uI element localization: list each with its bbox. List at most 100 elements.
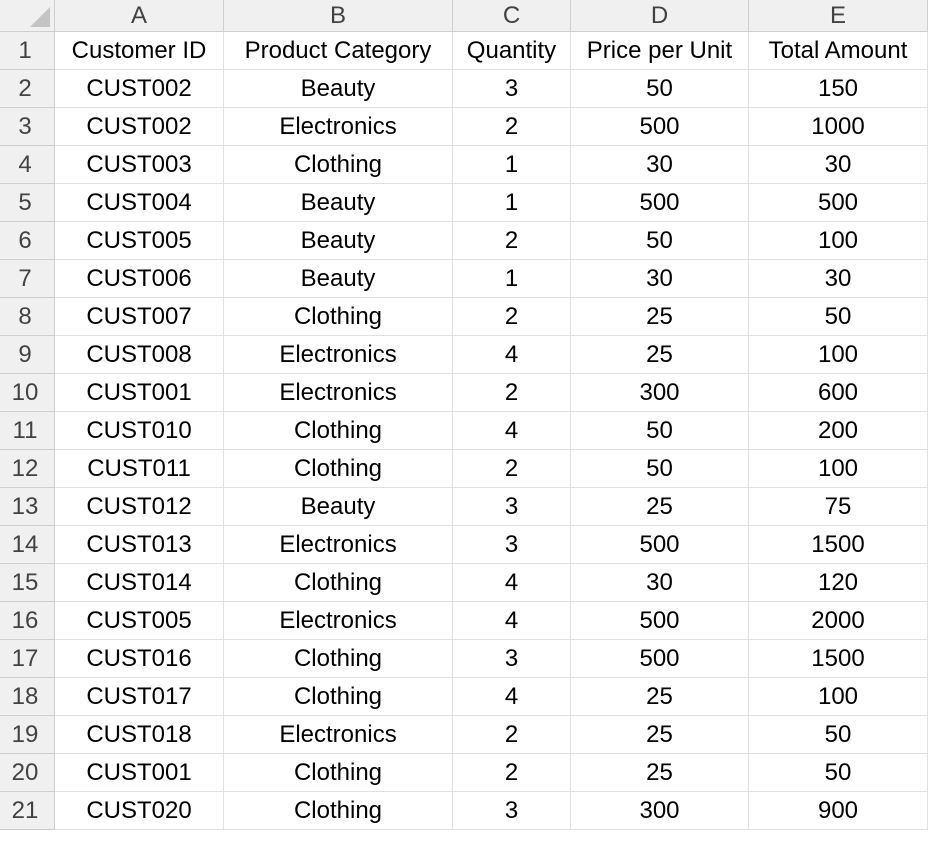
table-cell-a[interactable]: CUST005 xyxy=(55,222,224,260)
table-cell-b[interactable]: Beauty xyxy=(224,222,453,260)
row-header[interactable]: 15 xyxy=(0,564,55,602)
row-header[interactable]: 14 xyxy=(0,526,55,564)
header-cell-d[interactable]: Price per Unit xyxy=(571,32,749,70)
table-cell-d[interactable]: 300 xyxy=(571,374,749,412)
table-cell-b[interactable]: Clothing xyxy=(224,564,453,602)
row-header[interactable]: 8 xyxy=(0,298,55,336)
table-cell-c[interactable]: 2 xyxy=(453,450,571,488)
table-cell-e[interactable]: 30 xyxy=(749,260,928,298)
row-header[interactable]: 2 xyxy=(0,70,55,108)
table-cell-c[interactable]: 3 xyxy=(453,640,571,678)
table-cell-a[interactable]: CUST010 xyxy=(55,412,224,450)
table-cell-e[interactable]: 100 xyxy=(749,450,928,488)
table-cell-d[interactable]: 25 xyxy=(571,754,749,792)
table-cell-b[interactable]: Clothing xyxy=(224,412,453,450)
table-cell-e[interactable]: 30 xyxy=(749,146,928,184)
table-cell-c[interactable]: 4 xyxy=(453,564,571,602)
table-cell-b[interactable]: Clothing xyxy=(224,792,453,830)
table-cell-e[interactable]: 500 xyxy=(749,184,928,222)
table-cell-d[interactable]: 30 xyxy=(571,146,749,184)
table-cell-d[interactable]: 500 xyxy=(571,602,749,640)
table-cell-a[interactable]: CUST004 xyxy=(55,184,224,222)
table-cell-d[interactable]: 500 xyxy=(571,640,749,678)
table-cell-b[interactable]: Electronics xyxy=(224,602,453,640)
row-header[interactable]: 17 xyxy=(0,640,55,678)
table-cell-b[interactable]: Electronics xyxy=(224,716,453,754)
table-cell-b[interactable]: Clothing xyxy=(224,146,453,184)
table-cell-d[interactable]: 30 xyxy=(571,564,749,602)
table-cell-d[interactable]: 500 xyxy=(571,526,749,564)
table-cell-c[interactable]: 2 xyxy=(453,222,571,260)
row-header[interactable]: 13 xyxy=(0,488,55,526)
table-cell-d[interactable]: 50 xyxy=(571,450,749,488)
row-header[interactable]: 3 xyxy=(0,108,55,146)
table-cell-b[interactable]: Electronics xyxy=(224,108,453,146)
table-cell-c[interactable]: 1 xyxy=(453,184,571,222)
table-cell-b[interactable]: Beauty xyxy=(224,184,453,222)
header-cell-c[interactable]: Quantity xyxy=(453,32,571,70)
table-cell-a[interactable]: CUST012 xyxy=(55,488,224,526)
row-header[interactable]: 19 xyxy=(0,716,55,754)
table-cell-c[interactable]: 2 xyxy=(453,108,571,146)
table-cell-e[interactable]: 100 xyxy=(749,678,928,716)
table-cell-b[interactable]: Beauty xyxy=(224,70,453,108)
table-cell-b[interactable]: Electronics xyxy=(224,336,453,374)
table-cell-c[interactable]: 2 xyxy=(453,298,571,336)
table-cell-e[interactable]: 1000 xyxy=(749,108,928,146)
row-header[interactable]: 16 xyxy=(0,602,55,640)
table-cell-e[interactable]: 2000 xyxy=(749,602,928,640)
table-cell-c[interactable]: 1 xyxy=(453,146,571,184)
table-cell-b[interactable]: Clothing xyxy=(224,450,453,488)
column-header-e[interactable]: E xyxy=(749,0,928,32)
header-cell-a[interactable]: Customer ID xyxy=(55,32,224,70)
row-header[interactable]: 1 xyxy=(0,32,55,70)
table-cell-a[interactable]: CUST003 xyxy=(55,146,224,184)
table-cell-a[interactable]: CUST006 xyxy=(55,260,224,298)
header-cell-e[interactable]: Total Amount xyxy=(749,32,928,70)
table-cell-e[interactable]: 150 xyxy=(749,70,928,108)
table-cell-d[interactable]: 500 xyxy=(571,184,749,222)
table-cell-c[interactable]: 2 xyxy=(453,374,571,412)
table-cell-c[interactable]: 3 xyxy=(453,526,571,564)
table-cell-c[interactable]: 4 xyxy=(453,602,571,640)
table-cell-a[interactable]: CUST001 xyxy=(55,374,224,412)
table-cell-d[interactable]: 25 xyxy=(571,298,749,336)
table-cell-a[interactable]: CUST002 xyxy=(55,70,224,108)
table-cell-d[interactable]: 30 xyxy=(571,260,749,298)
table-cell-b[interactable]: Clothing xyxy=(224,754,453,792)
table-cell-e[interactable]: 1500 xyxy=(749,640,928,678)
column-header-c[interactable]: C xyxy=(453,0,571,32)
table-cell-c[interactable]: 2 xyxy=(453,754,571,792)
table-cell-e[interactable]: 200 xyxy=(749,412,928,450)
table-cell-a[interactable]: CUST002 xyxy=(55,108,224,146)
table-cell-e[interactable]: 75 xyxy=(749,488,928,526)
table-cell-e[interactable]: 100 xyxy=(749,336,928,374)
table-cell-d[interactable]: 50 xyxy=(571,412,749,450)
header-cell-b[interactable]: Product Category xyxy=(224,32,453,70)
row-header[interactable]: 9 xyxy=(0,336,55,374)
table-cell-e[interactable]: 900 xyxy=(749,792,928,830)
row-header[interactable]: 21 xyxy=(0,792,55,830)
table-cell-b[interactable]: Beauty xyxy=(224,260,453,298)
table-cell-c[interactable]: 2 xyxy=(453,716,571,754)
table-cell-d[interactable]: 25 xyxy=(571,336,749,374)
row-header[interactable]: 11 xyxy=(0,412,55,450)
table-cell-c[interactable]: 1 xyxy=(453,260,571,298)
table-cell-e[interactable]: 100 xyxy=(749,222,928,260)
table-cell-e[interactable]: 120 xyxy=(749,564,928,602)
table-cell-b[interactable]: Clothing xyxy=(224,678,453,716)
row-header[interactable]: 18 xyxy=(0,678,55,716)
table-cell-a[interactable]: CUST008 xyxy=(55,336,224,374)
column-header-b[interactable]: B xyxy=(224,0,453,32)
row-header[interactable]: 4 xyxy=(0,146,55,184)
table-cell-a[interactable]: CUST005 xyxy=(55,602,224,640)
table-cell-e[interactable]: 50 xyxy=(749,716,928,754)
table-cell-a[interactable]: CUST018 xyxy=(55,716,224,754)
row-header[interactable]: 5 xyxy=(0,184,55,222)
table-cell-a[interactable]: CUST016 xyxy=(55,640,224,678)
table-cell-d[interactable]: 50 xyxy=(571,70,749,108)
row-header[interactable]: 20 xyxy=(0,754,55,792)
column-header-d[interactable]: D xyxy=(571,0,749,32)
row-header[interactable]: 6 xyxy=(0,222,55,260)
table-cell-a[interactable]: CUST013 xyxy=(55,526,224,564)
